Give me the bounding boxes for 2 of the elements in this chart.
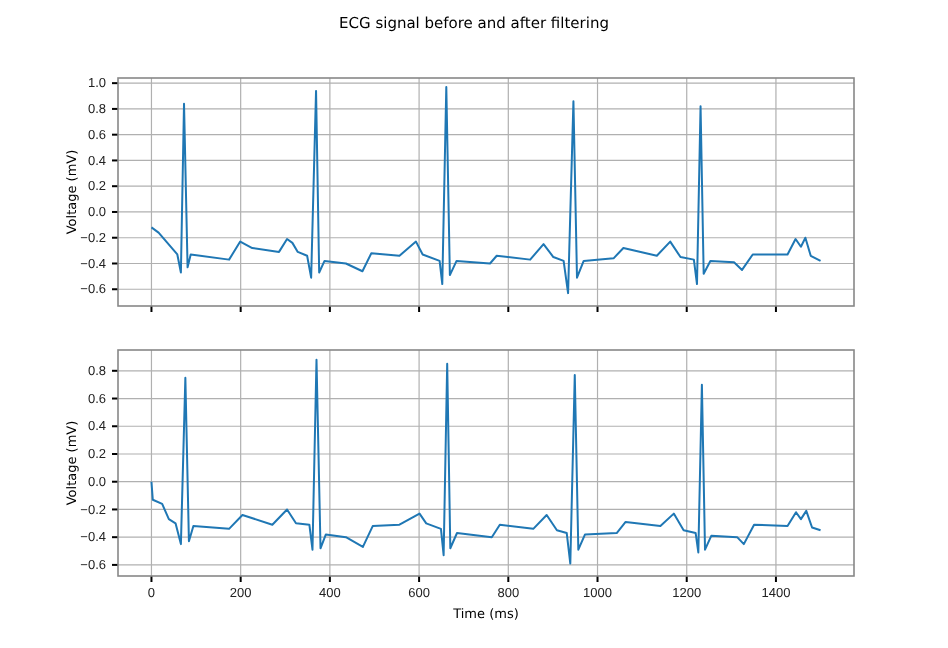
line-series [150,358,822,565]
line-series [150,86,822,295]
